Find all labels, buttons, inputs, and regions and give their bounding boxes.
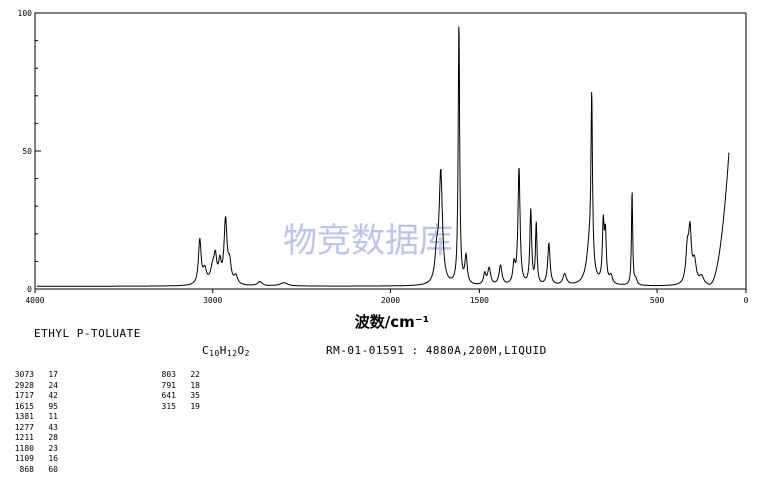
peak-intensity: 60 [48,464,58,474]
molecular-formula: C10H12O2 [202,344,250,358]
peak-wavenumber: 1277 [14,422,34,432]
formula-part: C [202,344,210,357]
peak-intensity: 28 [48,433,58,442]
x-tick-label: 1500 [470,296,489,305]
x-tick-label: 2000 [381,296,400,305]
peak-intensity: 43 [48,422,58,432]
peak-wavenumber: 803 [161,370,176,379]
peak-intensity: 11 [48,412,58,421]
peak-wavenumber: 641 [161,391,176,400]
peak-row: 1180 23 [0,444,58,455]
peak-row: 1277 43 [0,423,58,434]
watermark: 物竞数据库 [283,221,453,261]
peak-row: 868 60 [0,465,58,476]
formula-part: O [237,344,245,357]
peak-wavenumber: 315 [161,401,176,411]
formula-part: 12 [226,349,238,358]
peak-intensity: 19 [190,401,200,411]
chart-axes: 0 50 100 4000 3000 2000 1500 500 0 [18,9,749,305]
spectrum-reference: RM-01-01591 : 4880A,200M,LIQUID [326,344,547,357]
compound-name: ETHYL P-TOLUATE [34,327,141,340]
formula-part: 10 [209,349,220,358]
peak-row: 315 19 [142,402,200,413]
peak-wavenumber: 1717 [14,391,34,400]
peak-intensity: 42 [48,391,58,400]
spectrum-line [36,26,730,287]
y-tick-label: 50 [22,147,32,156]
peak-intensity: 18 [190,380,200,390]
peak-row: 803 22 [142,370,200,381]
peak-row: 1381 11 [0,412,58,423]
peak-intensity: 95 [48,401,58,411]
peak-intensity: 23 [48,443,58,453]
peak-wavenumber: 1615 [14,401,34,411]
x-tick-label: 4000 [25,296,44,305]
peak-row: 641 35 [142,391,200,402]
formula-part: H [219,344,227,357]
peak-row: 2928 24 [0,381,58,392]
y-tick-label: 100 [18,9,33,18]
peak-row: 3073 17 [0,370,58,381]
peak-row: 1109 16 [0,454,58,465]
peak-wavenumber: 1180 [14,443,34,453]
peak-wavenumber: 3073 [14,370,34,379]
peak-wavenumber: 1109 [14,454,34,463]
x-tick-label: 3000 [203,296,222,305]
peak-wavenumber: 791 [161,380,176,390]
peak-wavenumber: 1211 [14,433,34,442]
formula-part: 2 [244,349,250,358]
peak-row: 1211 28 [0,433,58,444]
peak-row: 1615 95 [0,402,58,413]
peak-wavenumber: 2928 [14,380,34,390]
x-tick-label: 0 [744,296,749,305]
peak-table-left: 3073 17 2928 24 1717 42 1615 95 1381 11 1277 43 1211… [0,370,58,475]
y-tick-label: 0 [27,285,32,294]
peak-intensity: 24 [48,380,58,390]
peak-row: 1717 42 [0,391,58,402]
peak-table-right: 803 22 791 18 641 35 315 19 [142,370,200,412]
peak-intensity: 22 [190,370,200,379]
peak-row: 791 18 [142,381,200,392]
x-axis-label: 波数/cm⁻¹ [355,313,430,331]
peak-wavenumber: 1381 [14,412,34,421]
peak-wavenumber: 868 [19,464,34,474]
x-tick-label: 500 [650,296,665,305]
peak-intensity: 35 [190,391,200,400]
peak-intensity: 17 [48,370,58,379]
peak-intensity: 16 [48,454,58,463]
